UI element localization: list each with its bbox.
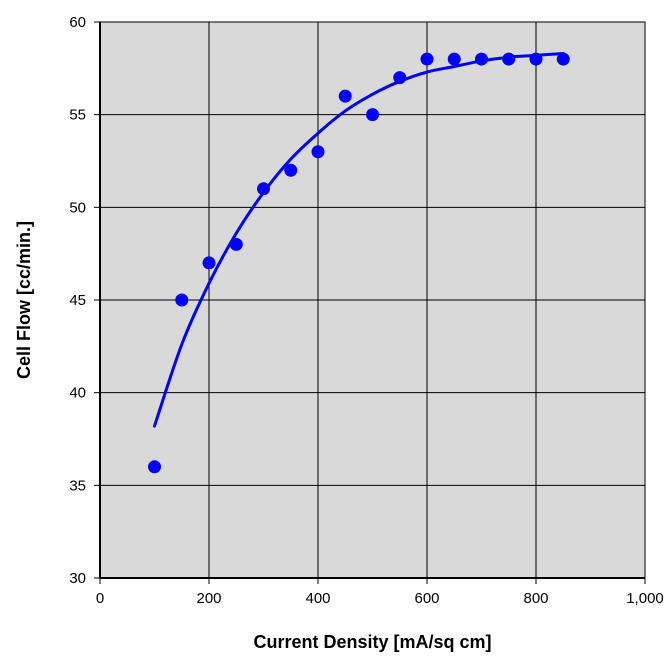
data-series xyxy=(148,52,570,474)
x-axis-title: Current Density [mA/sq cm] xyxy=(253,632,491,652)
data-point xyxy=(175,293,189,307)
axes xyxy=(94,21,646,584)
data-point xyxy=(556,52,570,66)
data-point xyxy=(257,182,270,196)
y-tick-label: 50 xyxy=(69,199,86,216)
x-tick-label: 200 xyxy=(196,590,221,607)
y-tick-label: 40 xyxy=(69,385,86,402)
y-axis-title: Cell Flow [cc/min.] xyxy=(14,221,34,379)
data-point xyxy=(338,89,352,103)
data-point xyxy=(420,52,434,66)
data-point xyxy=(284,163,298,177)
data-point xyxy=(366,108,379,122)
data-point xyxy=(447,52,461,66)
data-point xyxy=(311,145,325,159)
data-point xyxy=(202,256,216,270)
x-tick-label: 800 xyxy=(523,590,548,607)
data-point xyxy=(529,52,543,66)
y-tick-label: 30 xyxy=(69,570,86,587)
y-tick-label: 45 xyxy=(69,292,86,309)
y-tick-label: 55 xyxy=(69,107,86,124)
grid-lines xyxy=(100,22,645,578)
x-tick-label: 0 xyxy=(96,590,104,607)
y-tick-label: 60 xyxy=(69,14,86,31)
y-tick-label: 35 xyxy=(69,477,86,494)
data-point xyxy=(475,52,488,66)
data-point xyxy=(148,460,161,474)
data-point xyxy=(393,71,407,85)
trend-line xyxy=(153,52,565,428)
data-point xyxy=(229,237,243,251)
data-point xyxy=(502,52,516,66)
x-tick-label: 1,000 xyxy=(626,590,664,607)
x-tick-label: 600 xyxy=(414,590,439,607)
x-tick-label: 400 xyxy=(305,590,330,607)
tick-labels: 0 200 400 600 800 1,000 30 35 40 45 50 55 60 xyxy=(69,14,663,607)
